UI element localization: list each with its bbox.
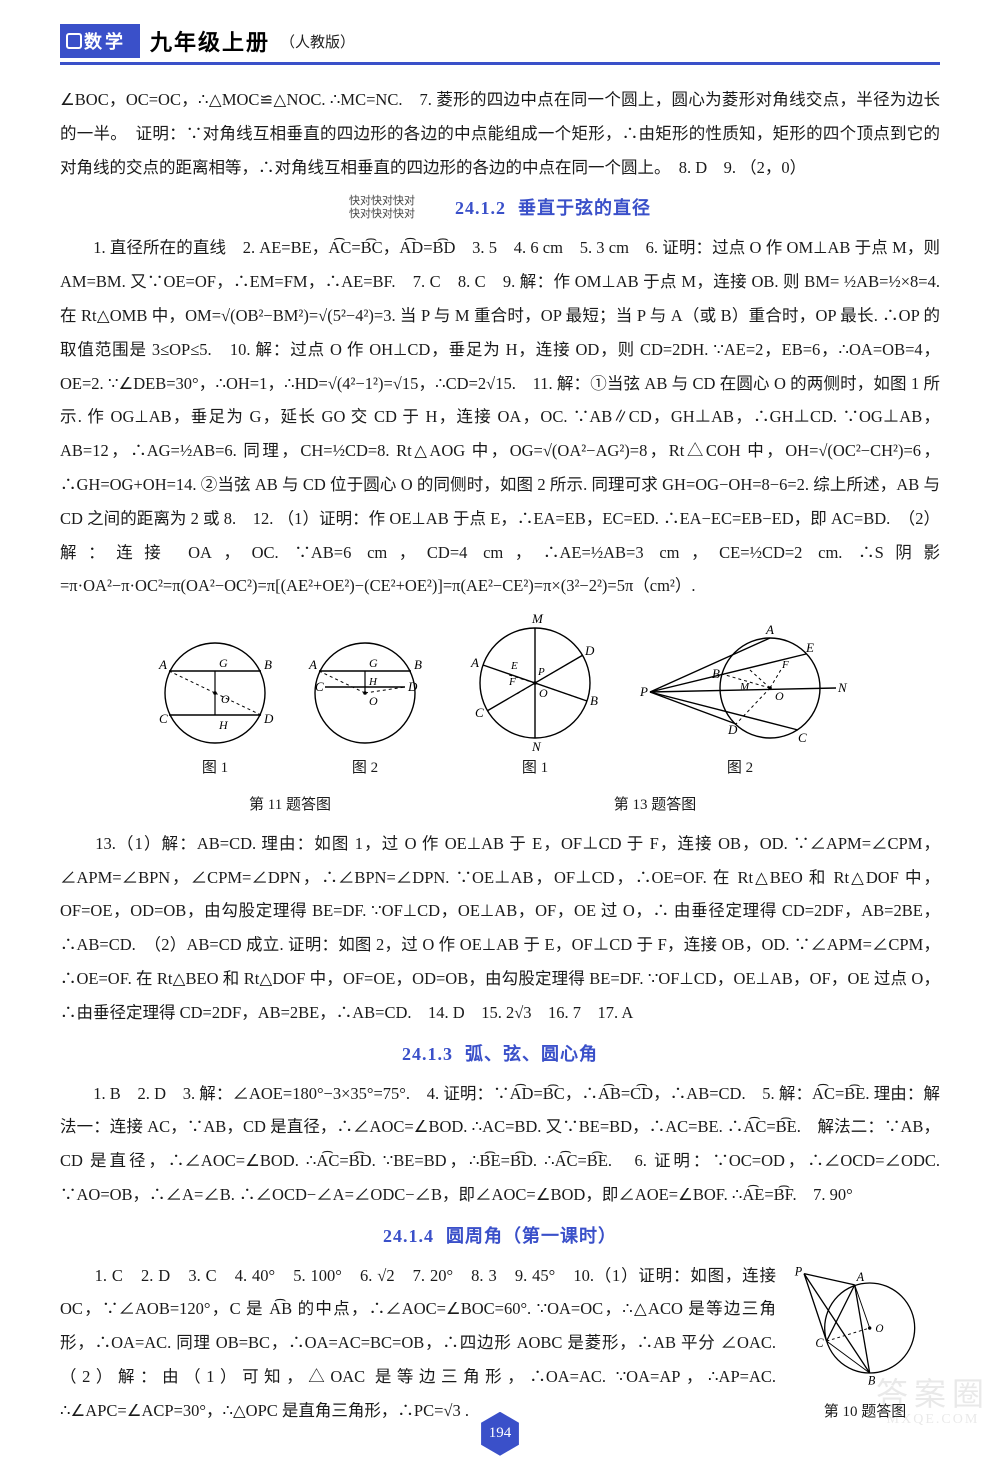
svg-text:B: B [264, 657, 272, 672]
svg-text:E: E [805, 640, 814, 655]
fig-caption-11-1: 图 1 [150, 753, 280, 784]
svg-text:B: B [590, 693, 598, 708]
section-title-2: 24.1.3 弧、弦、圆心角 [60, 1036, 940, 1073]
fig-group-caption-11: 第 11 题答图 [249, 790, 331, 821]
section-name-2: 弧、弦、圆心角 [465, 1044, 598, 1064]
svg-text:F: F [781, 659, 789, 671]
svg-text:M: M [739, 681, 750, 693]
svg-text:C: C [815, 1335, 824, 1349]
section-title-1: 24.1.2 垂直于弦的直径 [455, 190, 651, 227]
svg-text:E: E [510, 660, 518, 672]
svg-text:P: P [537, 666, 545, 678]
subject-tab: 数学 [60, 24, 140, 58]
svg-text:D: D [584, 643, 595, 658]
diagram-13-1: M N A B C D O P E F [460, 613, 610, 753]
svg-text:O: O [875, 1322, 883, 1334]
grade-title: 九年级上册 [150, 25, 270, 57]
svg-text:A: A [308, 657, 317, 672]
figure-group-11: A B C D G H O 图 1 [150, 633, 430, 821]
svg-text:O: O [369, 694, 378, 708]
section-name-3: 圆周角（第一课时） [446, 1226, 617, 1246]
svg-text:G: G [369, 656, 378, 670]
fig-caption-11-2: 图 2 [300, 753, 430, 784]
svg-text:P: P [794, 1264, 803, 1278]
diagram-10: P A O B C [790, 1263, 940, 1393]
section-number-2: 24.1.3 [402, 1044, 453, 1064]
svg-text:D: D [263, 711, 274, 726]
edition-label: （人教版） [280, 31, 355, 52]
svg-text:H: H [368, 676, 378, 688]
svg-text:O: O [539, 686, 548, 700]
svg-text:G: G [219, 656, 228, 670]
svg-text:N: N [531, 739, 542, 753]
paragraph-1a: 1. 直径所在的直线 2. AE=BE，A͡C=B͡C，A͡D=B͡D 3. 5… [60, 231, 940, 603]
figure-row-1: A B C D G H O 图 1 [60, 613, 940, 821]
svg-text:B: B [868, 1373, 876, 1387]
svg-text:D: D [407, 679, 418, 694]
svg-text:O: O [221, 692, 230, 706]
figure-group-13: M N A B C D O P E F 图 1 [460, 613, 850, 821]
section-name-1: 垂直于弦的直径 [518, 198, 651, 218]
fig-caption-13-1: 图 1 [460, 753, 610, 784]
svg-text:F: F [508, 676, 516, 688]
svg-text:C: C [475, 705, 484, 720]
page-header: 数学 九年级上册 （人教版） [60, 24, 940, 65]
fig-caption-13-2: 图 2 [630, 753, 850, 784]
figure-10: P A O B C 第 10 题答图 [790, 1263, 940, 1428]
svg-text:A: A [765, 623, 774, 637]
svg-text:N: N [837, 680, 848, 695]
svg-text:C: C [798, 730, 807, 745]
paragraph-pre: ∠BOC，OC=OC，∴△MOC≌△NOC. ∴MC=NC. 7. 菱形的四边中… [60, 83, 940, 184]
section-number-3: 24.1.4 [383, 1226, 434, 1246]
paragraph-2: 1. B 2. D 3. 解：∠AOE=180°−3×35°=75°. 4. 证… [60, 1077, 940, 1212]
svg-text:M: M [531, 613, 544, 626]
svg-text:A: A [856, 1270, 865, 1284]
svg-text:A: A [158, 657, 167, 672]
fig-group-caption-13: 第 13 题答图 [614, 790, 697, 821]
section-title-3: 24.1.4 圆周角（第一课时） [60, 1218, 940, 1255]
section-number-1: 24.1.2 [455, 198, 506, 218]
svg-text:B: B [712, 666, 720, 681]
svg-text:H: H [218, 718, 229, 732]
fig-caption-10: 第 10 题答图 [790, 1397, 940, 1428]
scribble-note: 快对快对快对 快对快对快对 [349, 195, 415, 221]
diagram-11-2: A B C D G H O [300, 633, 430, 753]
diagram-11-1: A B C D G H O [150, 633, 280, 753]
svg-text:P: P [639, 684, 648, 699]
svg-text:C: C [315, 679, 324, 694]
svg-text:C: C [159, 711, 168, 726]
svg-text:O: O [775, 689, 784, 703]
svg-text:B: B [414, 657, 422, 672]
svg-text:A: A [470, 655, 479, 670]
svg-text:D: D [727, 722, 738, 737]
paragraph-1b: 13.（1）解：AB=CD. 理由：如图 1，过 O 作 OE⊥AB 于 E，O… [60, 827, 940, 1030]
diagram-13-2: P A B C D E N O M F [630, 623, 850, 753]
